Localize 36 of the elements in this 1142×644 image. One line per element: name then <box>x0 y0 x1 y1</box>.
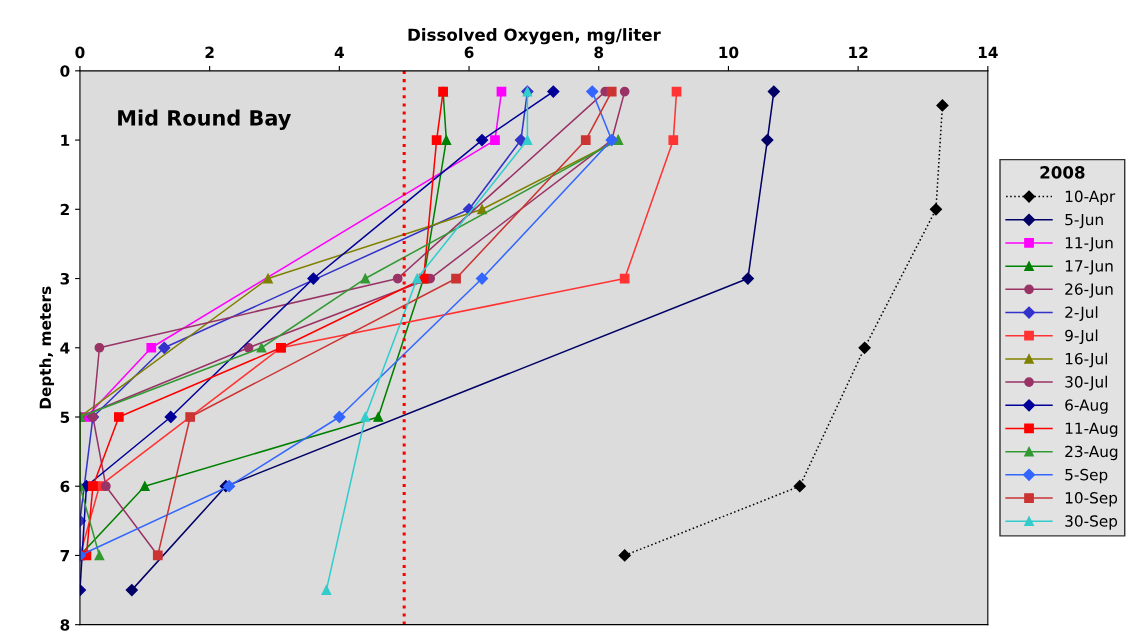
x-tick-label: 6 <box>464 46 474 59</box>
x-tick-label: 8 <box>594 46 604 59</box>
y-tick-label: 3 <box>60 273 69 285</box>
y-tick-label: 7 <box>60 550 69 562</box>
x-tick-label: 4 <box>334 46 344 58</box>
annotation: Mid Round Bay <box>118 109 291 130</box>
x-tick-label: 10 <box>719 46 739 59</box>
legend-label: 5-Sep <box>1065 468 1108 484</box>
x-axis-title: Dissolved Oxygen, mg/liter <box>408 28 661 45</box>
x-tick-label: 0 <box>75 46 85 59</box>
legend-label: 23-Aug <box>1065 445 1118 461</box>
legend-label: 30-Sep <box>1065 515 1118 530</box>
legend-label: 30-Jul <box>1065 375 1107 391</box>
x-tick-label: 12 <box>849 46 868 58</box>
legend-label: 17-Jun <box>1065 260 1113 275</box>
y-tick-label: 1 <box>61 134 70 146</box>
legend-label: 6-Aug <box>1065 399 1108 414</box>
legend-label: 11-Jun <box>1065 237 1113 252</box>
y-axis-title: Depth, meters <box>39 286 55 409</box>
legend-label: 26-Jun <box>1065 283 1113 298</box>
legend-label: 5-Jun <box>1065 213 1103 229</box>
y-tick-label: 4 <box>60 342 70 354</box>
y-tick-label: 8 <box>60 619 70 631</box>
x-tick-label: 2 <box>205 46 214 58</box>
legend-label: 16-Jul <box>1065 352 1107 368</box>
legend-title: 2008 <box>1040 166 1085 179</box>
y-tick-label: 0 <box>60 65 70 77</box>
x-tick-label: 14 <box>978 46 998 58</box>
legend-label: 10-Apr <box>1065 190 1116 206</box>
legend-label: 9-Jul <box>1065 329 1098 345</box>
legend-label: 11-Aug <box>1065 422 1118 437</box>
y-tick-label: 6 <box>60 480 70 493</box>
legend-label: 2-Jul <box>1065 306 1098 321</box>
legend-label: 10-Sep <box>1065 492 1118 507</box>
y-tick-label: 2 <box>60 203 69 216</box>
y-tick-label: 5 <box>60 411 70 424</box>
